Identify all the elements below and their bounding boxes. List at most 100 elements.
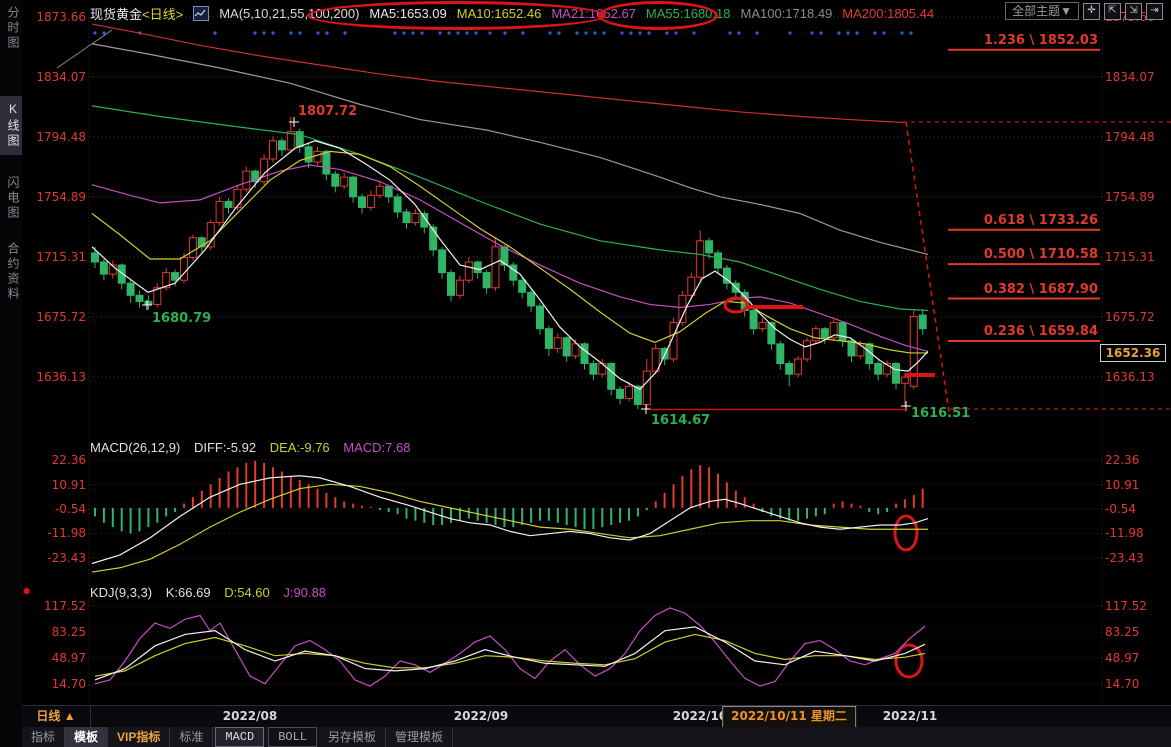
fib-level-1236: 1.236 \ 1852.03	[983, 33, 1098, 48]
kline-indicator-icon	[193, 5, 210, 21]
tab-templates[interactable]: 模板	[65, 727, 109, 747]
x-axis-label: 2022/09	[453, 709, 509, 723]
ma100-value: MA100:1718.49	[740, 5, 833, 21]
y-axis-label: 14.70	[51, 676, 86, 691]
fib-level-0236: 0.236 \ 1659.84	[983, 324, 1098, 339]
price-marker-label: 1614.67	[651, 413, 710, 428]
symbol-name: 现货黄金	[90, 6, 143, 22]
fib-level-0382: 0.382 \ 1687.90	[983, 282, 1098, 297]
sidebar-item-contract-info[interactable]: 合约资料	[6, 242, 20, 302]
y-axis-label: 1675.72	[36, 309, 86, 324]
y-axis-label: -23.43	[1105, 550, 1144, 565]
sidebar-item-flash-chart[interactable]: 闪电图	[6, 176, 20, 221]
x-axis-label: 2022/08	[222, 709, 278, 723]
y-axis-label: 117.52	[44, 599, 86, 613]
ma200-value: MA200:1805.44	[842, 5, 935, 21]
period-selector[interactable]: 日线 ▲	[22, 706, 91, 727]
kdj-k-value: K:66.69	[165, 585, 211, 600]
y-axis-label: -11.98	[47, 526, 86, 541]
tab-manage-templates[interactable]: 管理模板	[386, 727, 454, 747]
footer-tab-bar: 指标 模板 VIP指标 标准 MACD BOLL 另存模板 管理模板	[22, 727, 1171, 747]
x-axis-label: 2022/11	[882, 709, 938, 723]
kdj-d-value: D:54.60	[224, 585, 270, 600]
y-axis-label: 83.25	[51, 624, 86, 639]
crosshair-icon[interactable]: ✛	[1083, 2, 1100, 20]
ma-params-label: MA(5,10,21,55,100,200)	[219, 5, 360, 21]
y-axis-label: 1834.07	[36, 70, 86, 84]
y-axis-label: 1636.13	[1105, 369, 1155, 384]
y-axis-label: 22.36	[51, 453, 86, 467]
tab-boll[interactable]: BOLL	[268, 727, 318, 747]
compress-right-icon[interactable]: ⇲	[1125, 2, 1142, 20]
y-axis-label: 1636.13	[36, 369, 86, 384]
macd-header: MACD(26,12,9) DIFF:-5.92 DEA:-9.76 MACD:…	[90, 440, 421, 455]
ma5-value: MA5:1653.09	[369, 5, 447, 21]
chart-header: 现货黄金<日线> MA(5,10,21,55,100,200) MA5:1653…	[90, 3, 934, 23]
y-axis-label: -11.98	[1105, 526, 1144, 541]
kdj-title: KDJ(9,3,3)	[90, 585, 153, 600]
macd-diff-value: DIFF:-5.92	[193, 440, 257, 455]
crosshair-date-label: 2022/10/11 星期二	[722, 706, 856, 729]
current-price-box: 1652.36	[1100, 344, 1166, 362]
y-axis-label: 10.91	[51, 477, 86, 492]
y-axis-label: 1675.72	[1105, 309, 1155, 324]
y-axis-label: 1715.31	[1105, 249, 1155, 264]
y-axis-label: 1873.66	[36, 10, 86, 24]
price-marker-label: 1680.79	[152, 311, 211, 326]
kdj-header: KDJ(9,3,3) K:66.69 D:54.60 J:90.88	[90, 585, 336, 600]
event-dots	[93, 31, 913, 35]
y-axis-label: -0.54	[54, 502, 86, 516]
compress-left-icon[interactable]: ⇱	[1104, 2, 1121, 20]
y-axis-label: 1794.48	[1105, 130, 1155, 144]
y-axis-label: 10.91	[1105, 477, 1140, 492]
tab-indicators[interactable]: 指标	[22, 727, 66, 747]
x-axis-label: 2022/10	[672, 709, 728, 723]
kdj-j-value: J:90.88	[283, 585, 327, 600]
kdj-panel	[94, 607, 926, 687]
y-axis-label: 1834.07	[1105, 70, 1155, 84]
y-axis-label: 117.52	[1105, 599, 1147, 613]
y-axis-label: 1754.89	[1105, 190, 1155, 204]
y-axis-label: -0.54	[1105, 502, 1137, 516]
candlestick-layer	[91, 116, 927, 410]
tab-standard[interactable]: 标准	[170, 727, 214, 747]
y-axis-label: 83.25	[1105, 624, 1140, 639]
x-axis-row: 日线 ▲ 2022/08 2022/09 2022/10 2022/10/11 …	[22, 705, 1171, 729]
tab-macd[interactable]: MACD	[215, 727, 265, 747]
y-axis-label: 48.97	[1105, 650, 1140, 665]
period-tag: <日线>	[142, 6, 184, 22]
macd-title: MACD(26,12,9)	[90, 440, 181, 455]
price-marker-label: 1616.51	[911, 406, 970, 421]
y-axis-label: 14.70	[1105, 676, 1140, 691]
ma55-value: MA55:1680.18	[645, 5, 731, 21]
y-axis-label: 1754.89	[36, 190, 86, 204]
tab-vip-indicators[interactable]: VIP指标	[108, 727, 171, 747]
macd-macd-value: MACD:7.68	[343, 440, 411, 455]
y-axis-label: 1715.31	[36, 249, 86, 264]
y-axis-label: -23.43	[47, 550, 86, 565]
ma10-value: MA10:1652.46	[456, 5, 542, 21]
price-marker-label: 1807.72	[298, 104, 357, 119]
left-sidebar: 分时图 K线图 闪电图 合约资料	[0, 0, 22, 747]
window-controls: 全部主题▼ ✛ ⇱ ⇲ ⇥	[1005, 2, 1163, 20]
fib-level-0618: 0.618 \ 1733.26	[983, 213, 1098, 228]
indicator-settings-icon[interactable]: ✹	[22, 586, 32, 598]
tab-save-template[interactable]: 另存模板	[319, 727, 387, 747]
fib-level-0500: 0.500 \ 1710.58	[983, 247, 1098, 262]
price-markers: 1807.72 1680.79 1614.67 1616.51	[142, 48, 1100, 428]
y-axis-label: 48.97	[51, 650, 86, 665]
y-axis-label: 22.36	[1105, 453, 1140, 467]
pan-right-icon[interactable]: ⇥	[1146, 2, 1163, 20]
hand-annotations	[56, 29, 1171, 679]
ma-lines	[91, 23, 929, 391]
macd-panel	[91, 460, 929, 573]
theme-selector-button[interactable]: 全部主题▼	[1005, 2, 1079, 20]
macd-dea-value: DEA:-9.76	[269, 440, 330, 455]
symbol-title: 现货黄金<日线>	[90, 4, 183, 23]
ma21-value: MA21:1652.67	[551, 5, 636, 21]
y-axis-label: 1794.48	[36, 130, 86, 144]
sidebar-item-time-chart[interactable]: 分时图	[6, 6, 20, 51]
sidebar-item-kline[interactable]: K线图	[0, 96, 22, 155]
